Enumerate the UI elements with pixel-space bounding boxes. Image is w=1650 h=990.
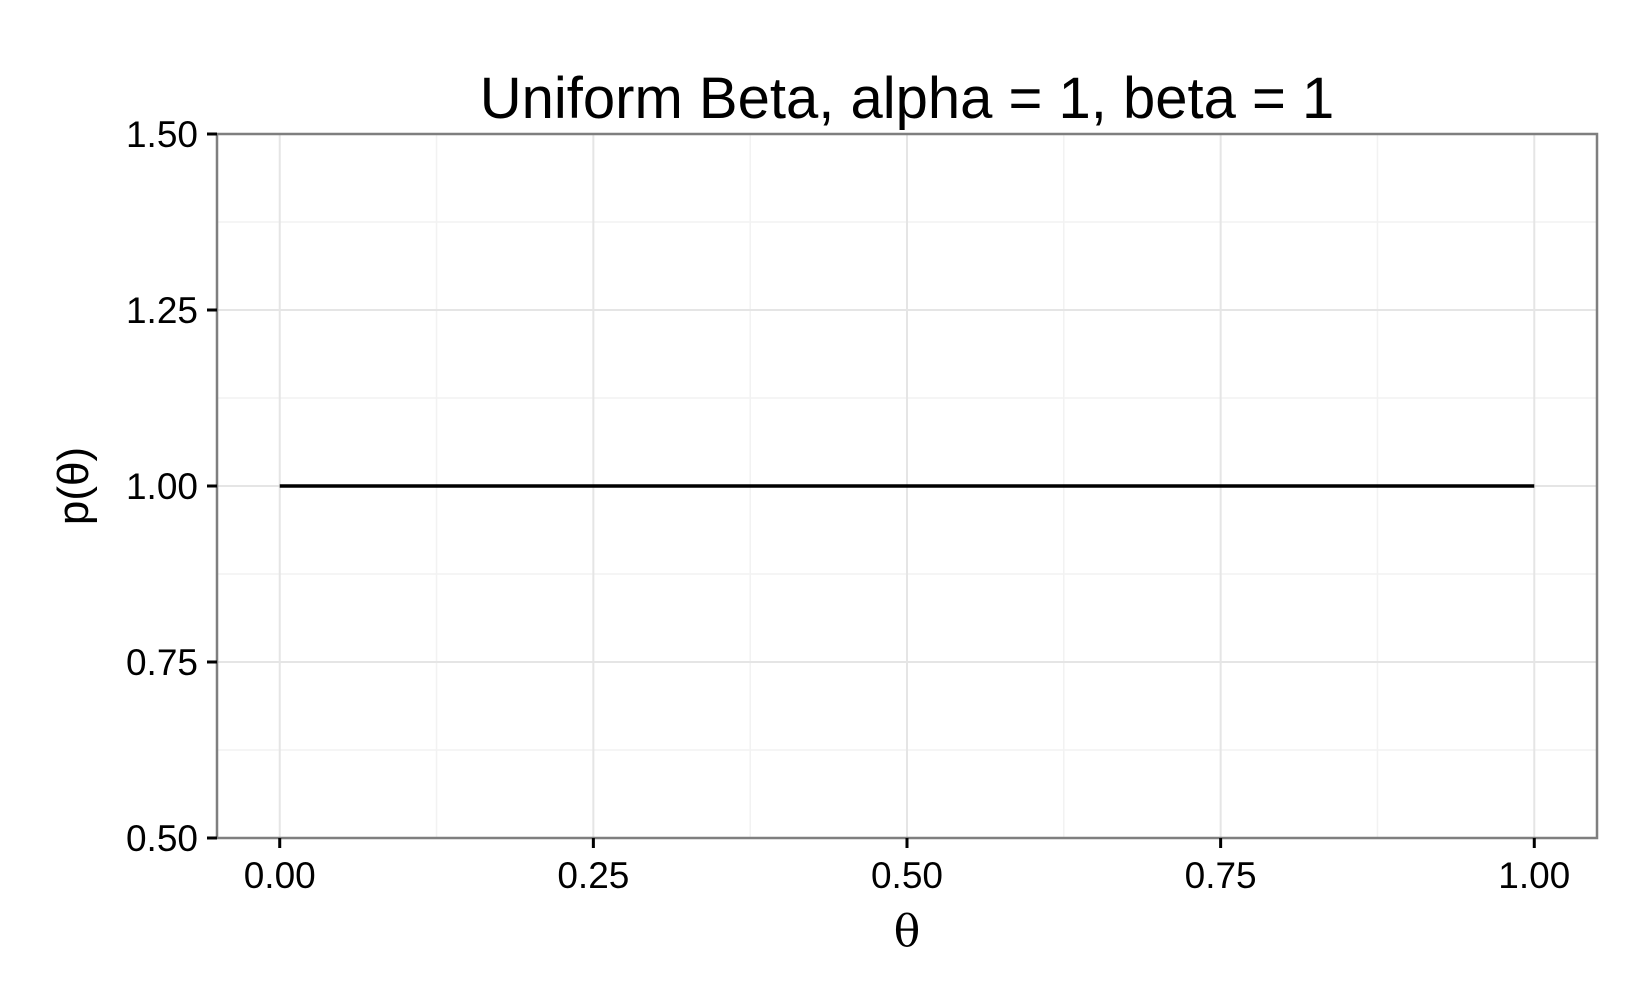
y-tick-label: 1.50 xyxy=(126,114,198,155)
y-tick-label: 1.00 xyxy=(126,466,198,507)
x-tick-label: 0.25 xyxy=(557,855,629,896)
y-tick-label: 0.50 xyxy=(126,818,198,859)
x-tick-label: 0.75 xyxy=(1185,855,1257,896)
y-tick-label: 0.75 xyxy=(126,642,198,683)
x-tick-label: 0.50 xyxy=(871,855,943,896)
chart-title: Uniform Beta, alpha = 1, beta = 1 xyxy=(480,66,1334,131)
y-axis: 0.50 0.75 1.00 1.25 1.50 xyxy=(126,114,217,859)
x-tick-label: 1.00 xyxy=(1498,855,1570,896)
x-tick-label: 0.00 xyxy=(244,855,316,896)
y-tick-label: 1.25 xyxy=(126,290,198,331)
x-axis-title: θ xyxy=(894,906,921,957)
y-axis-title: p(θ) xyxy=(49,447,98,525)
x-axis: 0.00 0.25 0.50 0.75 1.00 xyxy=(244,838,1570,896)
